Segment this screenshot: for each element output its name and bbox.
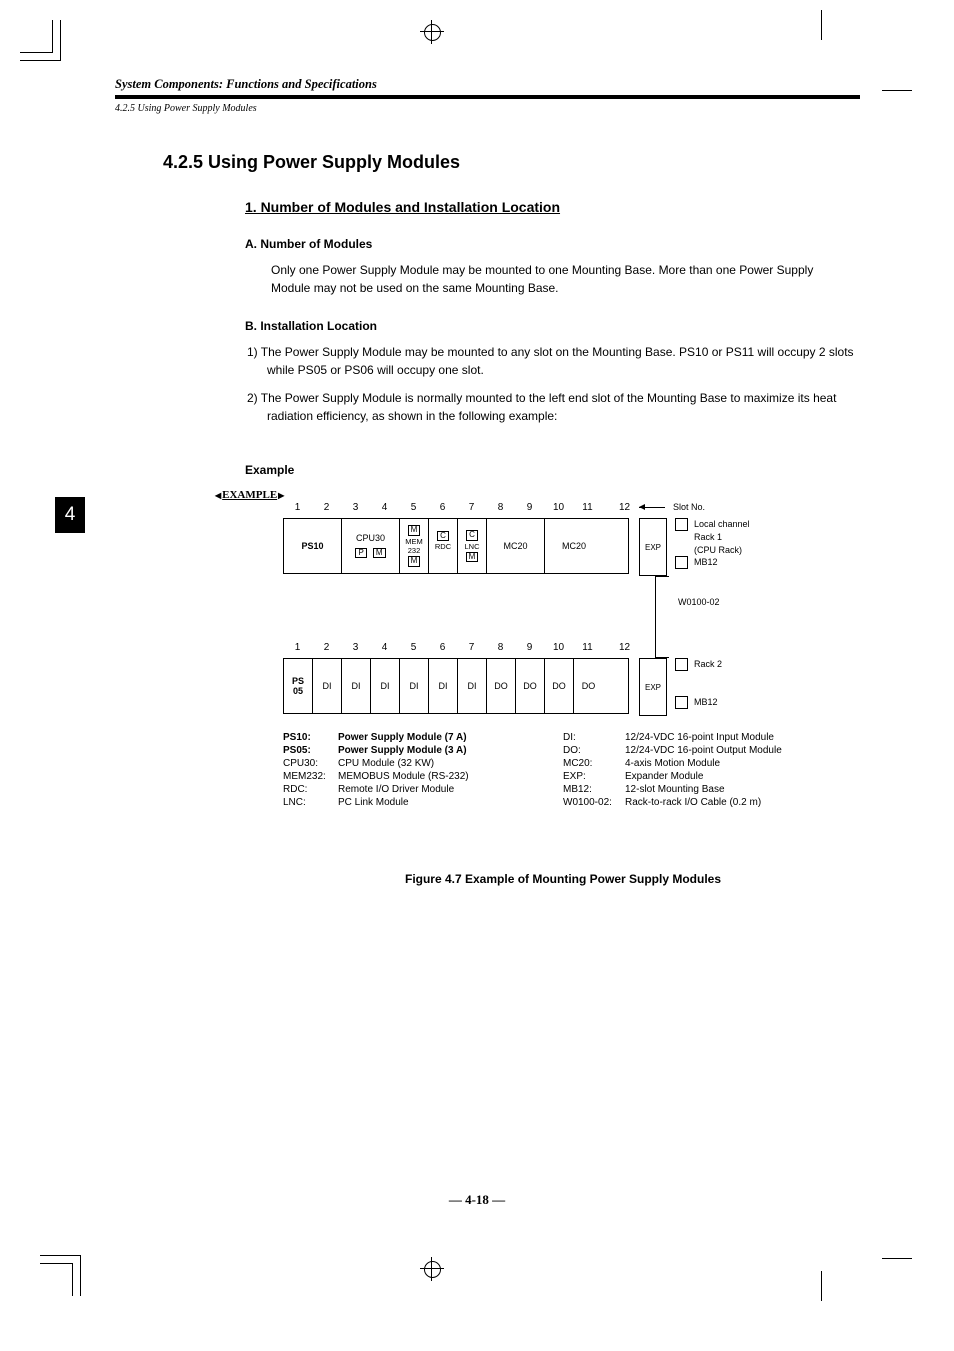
slot-num: 6 — [428, 642, 457, 653]
para-a: Only one Power Supply Module may be moun… — [271, 261, 841, 297]
example-badge: EXAMPLE — [215, 489, 284, 501]
slot-num: 5 — [399, 502, 428, 513]
registration-mark-top — [420, 20, 444, 44]
module-do: DO — [487, 659, 516, 713]
rack1-labels: Local channel Rack 1 (CPU Rack) MB12 — [675, 518, 750, 569]
module-di: DI — [313, 659, 342, 713]
slot-num: 4 — [370, 502, 399, 513]
rack2-labels: Rack 2 MB12 — [675, 658, 722, 709]
module-cpu30: CPU30 P M — [342, 519, 400, 573]
running-header: System Components: Functions and Specifi… — [115, 77, 860, 92]
subsection-heading: 1. Number of Modules and Installation Lo… — [245, 199, 860, 215]
slot-num: 8 — [486, 642, 515, 653]
cable-label: W0100-02 — [678, 597, 720, 607]
page-number: — 4-18 — — [0, 1192, 954, 1208]
legend: PS10:Power Supply Module (7 A)DI:12/24-V… — [283, 732, 843, 810]
crop-mark-tl — [20, 20, 61, 61]
slot-num: 12 — [610, 502, 639, 513]
mounting-diagram: 1 2 3 4 5 6 7 8 9 10 11 12 Slot No. PS10… — [283, 502, 843, 932]
slot-num: 12 — [610, 642, 639, 653]
module-di: DI — [371, 659, 400, 713]
module-rdc: C RDC — [429, 519, 458, 573]
module-mem232: M MEM 232 M — [400, 519, 429, 573]
module-ps05: PS 05 — [284, 659, 313, 713]
module-di: DI — [429, 659, 458, 713]
module-di: DI — [342, 659, 371, 713]
module-exp-1: EXP — [639, 518, 667, 576]
module-exp-2: EXP — [639, 658, 667, 716]
slot-num: 8 — [486, 502, 515, 513]
para-b1: 1) The Power Supply Module may be mounte… — [247, 343, 862, 379]
header-rule-thin — [115, 98, 860, 99]
slot-num: 4 — [370, 642, 399, 653]
rack-1: PS10 CPU30 P M M MEM 232 M C RDC C LNC — [283, 518, 629, 574]
header-sub: 4.2.5 Using Power Supply Modules — [115, 103, 860, 114]
module-do: DO — [545, 659, 574, 713]
slot-num: 11 — [573, 502, 602, 513]
module-di: DI — [400, 659, 429, 713]
slot-num: 7 — [457, 502, 486, 513]
slot-num: 7 — [457, 642, 486, 653]
slot-num: 2 — [312, 642, 341, 653]
sub-a-heading: A. Number of Modules — [245, 237, 860, 251]
crop-mark-bl — [40, 1255, 81, 1296]
module-do: DO — [574, 659, 603, 713]
slot-num: 9 — [515, 502, 544, 513]
slot-num: 10 — [544, 502, 573, 513]
sub-b-heading: B. Installation Location — [245, 319, 860, 333]
registration-mark-bottom — [420, 1257, 444, 1281]
module-lnc: C LNC M — [458, 519, 487, 573]
slot-num: 1 — [283, 642, 312, 653]
slot-num: 11 — [573, 642, 602, 653]
cable-line — [655, 576, 656, 657]
slot-num: 5 — [399, 642, 428, 653]
crop-mark-br — [779, 1226, 859, 1301]
slot-num: 3 — [341, 502, 370, 513]
example-label: Example — [245, 463, 860, 477]
slot-num: 2 — [312, 502, 341, 513]
chapter-tab: 4 — [55, 497, 85, 533]
slot-num: 1 — [283, 502, 312, 513]
slot-num: 6 — [428, 502, 457, 513]
module-mc20-2: MC20 — [545, 519, 603, 573]
section-heading: 4.2.5 Using Power Supply Modules — [163, 152, 860, 173]
slot-no-label: Slot No. — [673, 502, 705, 512]
slot-num: 9 — [515, 642, 544, 653]
module-mc20-1: MC20 — [487, 519, 545, 573]
cable-line — [655, 576, 669, 577]
module-ps10: PS10 — [284, 519, 342, 573]
module-di: DI — [458, 659, 487, 713]
figure-caption: Figure 4.7 Example of Mounting Power Sup… — [283, 872, 843, 886]
module-do: DO — [516, 659, 545, 713]
crop-mark-tr — [779, 10, 859, 85]
para-b2: 2) The Power Supply Module is normally m… — [247, 389, 862, 425]
arrow-icon — [639, 507, 665, 508]
slot-num: 3 — [341, 642, 370, 653]
rack-2: PS 05 DI DI DI DI DI DI DO DO DO DO — [283, 658, 629, 714]
slot-num: 10 — [544, 642, 573, 653]
